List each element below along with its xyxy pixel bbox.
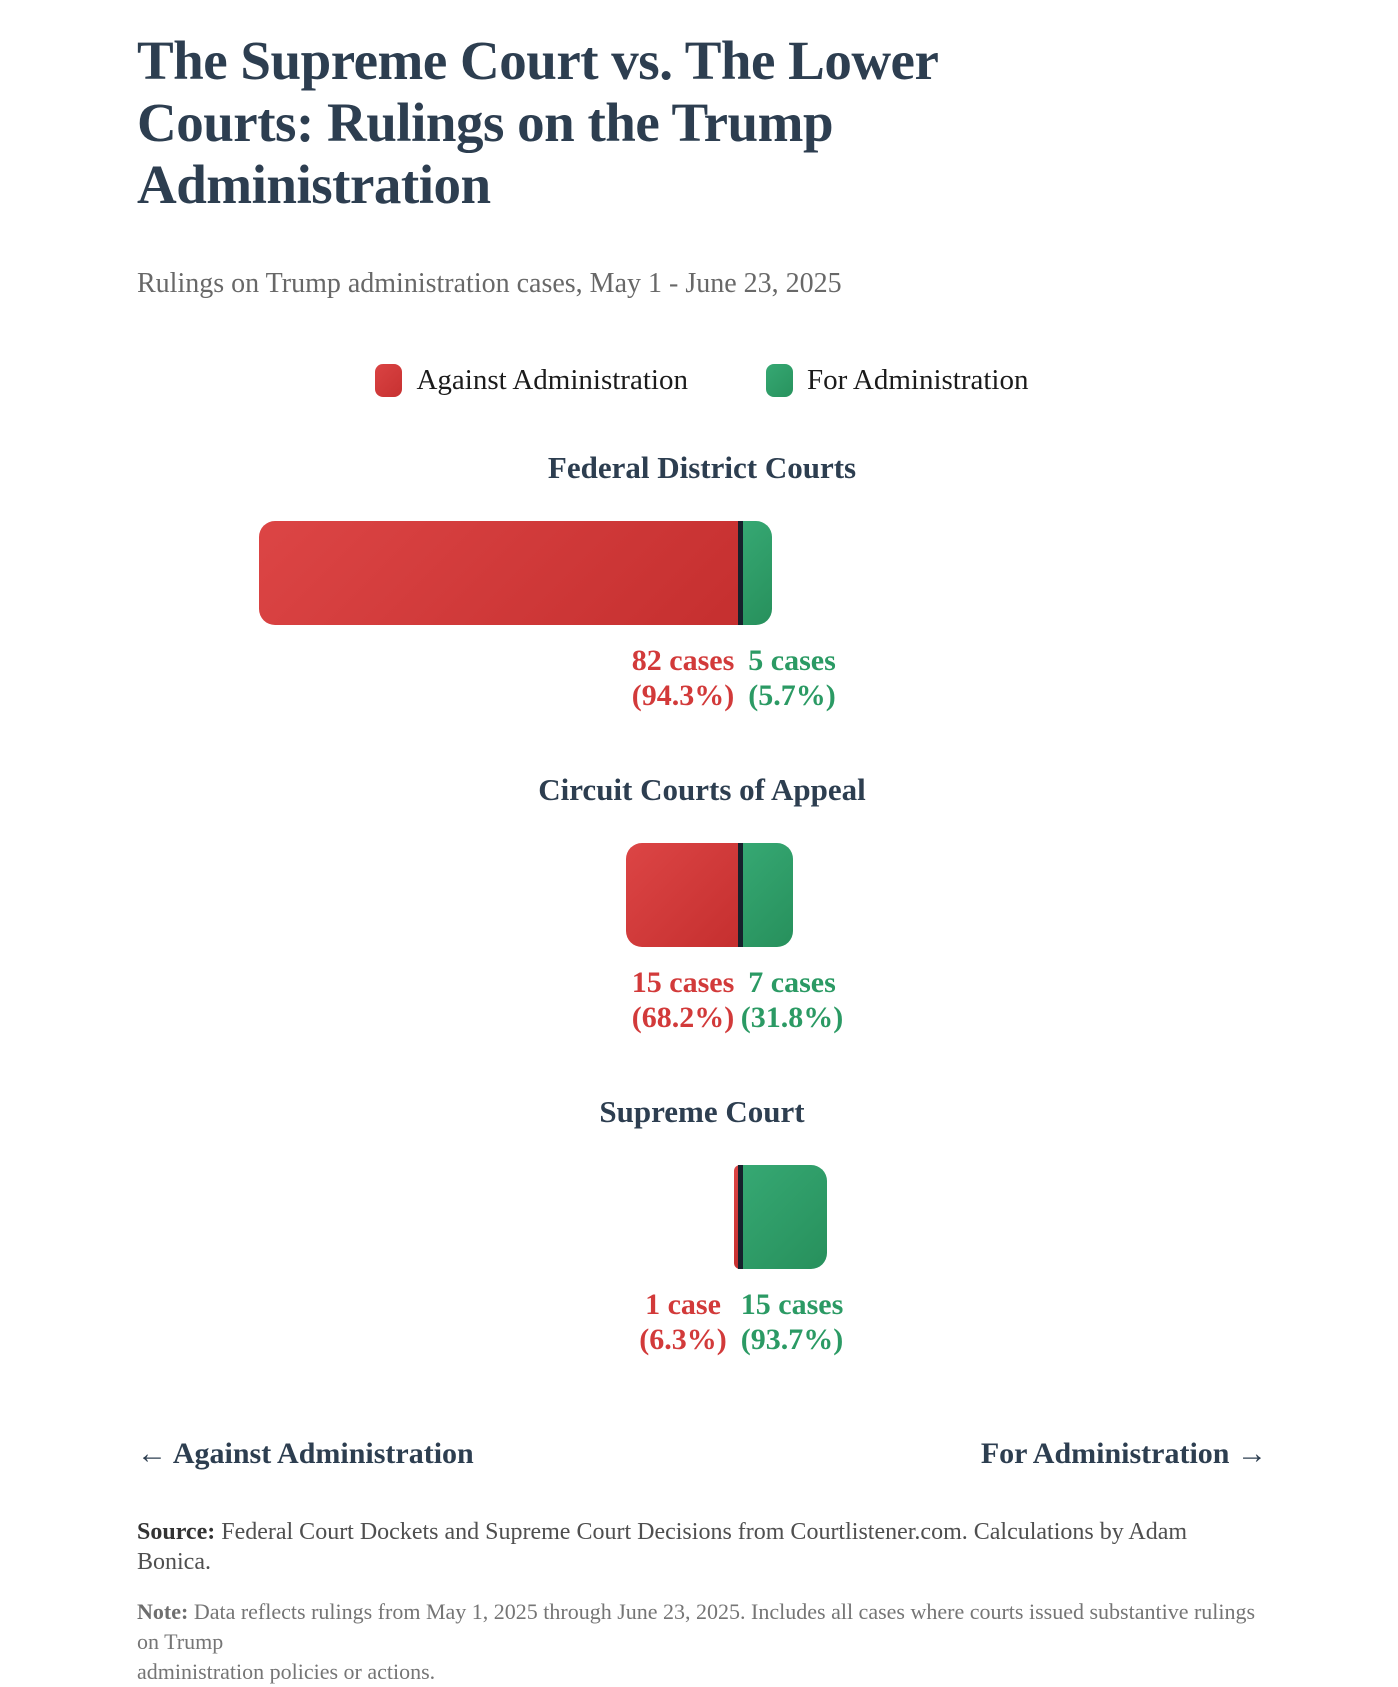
for-cases-pct: (5.7%) <box>748 679 836 712</box>
against-cases-pct: (68.2%) <box>631 1001 735 1034</box>
for-cases-count: 5 cases <box>748 644 836 677</box>
bar-row-supreme-court <box>137 1165 1267 1269</box>
against-legend-label: Against Administration <box>416 364 688 396</box>
note-text-line-1: Data reflects rulings from May 1, 2025 t… <box>137 1599 1256 1654</box>
page-title-line-3: Administration <box>137 154 491 215</box>
against-value-label: 15 cases (68.2%) <box>632 965 734 1035</box>
axis-direction-labels: ← Against Administration For Administrat… <box>137 1437 1267 1471</box>
value-labels-circuit-courts-of-appeal: 15 cases (68.2%) 7 cases (31.8%) <box>137 965 1267 1035</box>
chart-supreme-court: Supreme Court 1 case (6.3%) 15 cases (93… <box>137 1093 1267 1357</box>
against-cases-pct: (94.3%) <box>631 679 735 712</box>
page-title-line-1: The Supreme Court vs. The Lower <box>137 30 939 91</box>
chart-title-supreme-court: Supreme Court <box>599 1094 805 1129</box>
zero-line <box>738 1165 743 1269</box>
for-legend-label: For Administration <box>806 364 1029 396</box>
against-cases-count: 15 cases <box>631 966 735 999</box>
value-labels-federal-district-courts: 82 cases (94.3%) 5 cases (5.7%) <box>137 643 1267 713</box>
for-cases-pct: (31.8%) <box>740 1001 844 1034</box>
for-bar-segment <box>743 521 772 625</box>
chart-federal-district-courts: Federal District Courts 82 cases (94.3%)… <box>137 449 1267 713</box>
value-labels-supreme-court: 1 case (6.3%) 15 cases (93.7%) <box>137 1287 1267 1357</box>
legend-item-for: For Administration <box>765 364 1029 397</box>
against-bar-segment <box>259 521 740 625</box>
against-cases-count: 1 case <box>645 1288 721 1321</box>
for-cases-count: 7 cases <box>748 966 836 999</box>
page-title: The Supreme Court vs. The Lower Courts: … <box>137 30 1267 216</box>
source-line: Source: Federal Court Dockets and Suprem… <box>137 1517 1267 1577</box>
against-swatch-icon <box>375 364 403 397</box>
against-bar-segment <box>626 843 740 947</box>
against-cases-count: 82 cases <box>631 644 735 677</box>
chart-circuit-courts-of-appeal: Circuit Courts of Appeal 15 cases (68.2%… <box>137 771 1267 1035</box>
axis-label-for: For Administration → <box>980 1437 1267 1470</box>
for-value-label: 5 cases (5.7%) <box>748 643 835 713</box>
chart-title-federal-district-courts: Federal District Courts <box>547 450 857 485</box>
legend-item-against: Against Administration <box>375 364 688 397</box>
note-text-line-2: administration policies or actions. <box>137 1659 436 1684</box>
zero-line <box>738 521 743 625</box>
page-subtitle: Rulings on Trump administration cases, M… <box>137 268 842 299</box>
source-text: Federal Court Dockets and Supreme Court … <box>137 1519 1188 1575</box>
for-value-label: 15 cases (93.7%) <box>741 1287 843 1357</box>
for-value-label: 7 cases (31.8%) <box>741 965 843 1035</box>
for-cases-count: 15 cases <box>740 1288 844 1321</box>
bar-row-circuit-courts-of-appeal <box>137 843 1267 947</box>
against-cases-pct: (6.3%) <box>639 1323 727 1356</box>
against-value-label: 82 cases (94.3%) <box>632 643 734 713</box>
legend: Against Administration For Administratio… <box>137 364 1267 397</box>
for-bar-segment <box>743 843 793 947</box>
bar-row-federal-district-courts <box>137 521 1267 625</box>
note-label: Note: <box>137 1599 189 1624</box>
note-line: Note: Data reflects rulings from May 1, … <box>137 1597 1267 1687</box>
axis-label-against: ← Against Administration <box>137 1437 474 1470</box>
for-swatch-icon <box>765 364 793 397</box>
against-bar-segment <box>734 1165 740 1269</box>
chart-title-circuit-courts-of-appeal: Circuit Courts of Appeal <box>538 772 866 807</box>
page-title-line-2: Courts: Rulings on the Trump <box>137 92 834 153</box>
for-bar-segment <box>743 1165 827 1269</box>
against-value-label: 1 case (6.3%) <box>639 1287 726 1357</box>
for-cases-pct: (93.7%) <box>740 1323 844 1356</box>
zero-line <box>738 843 743 947</box>
source-label: Source: <box>137 1519 216 1545</box>
